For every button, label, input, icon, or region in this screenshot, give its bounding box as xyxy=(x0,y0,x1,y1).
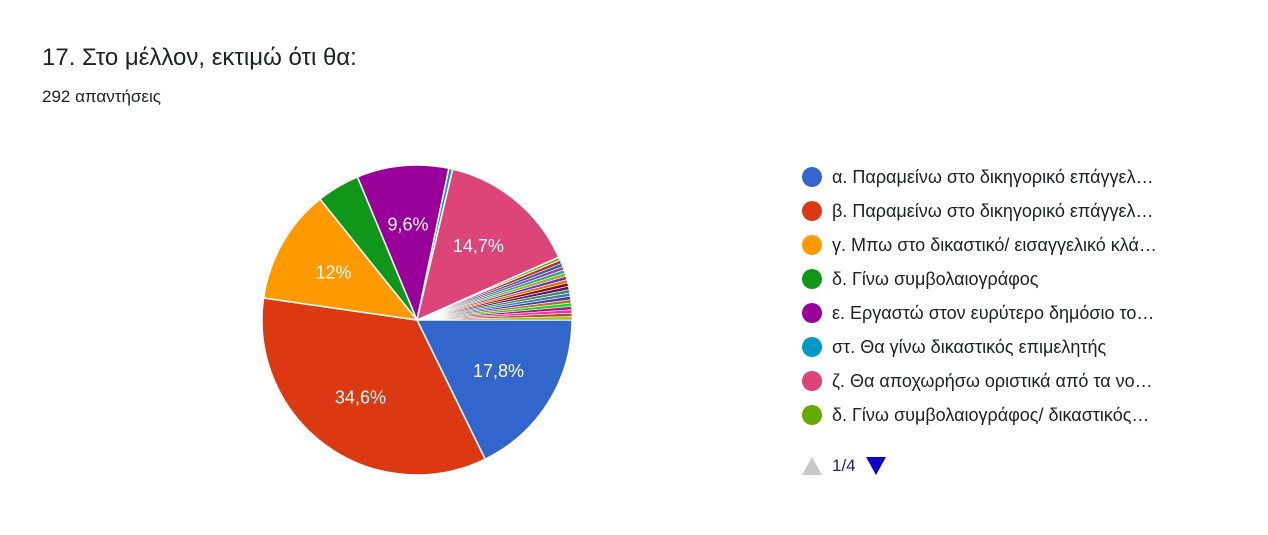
legend-label: β. Παραμείνω στο δικηγορικό επάγγελ… xyxy=(832,200,1154,221)
pie-slice-label-0: 17,8% xyxy=(473,361,524,381)
legend-swatch xyxy=(802,337,822,357)
legend-swatch xyxy=(802,201,822,221)
legend-label: δ. Γίνω συμβολαιογράφος xyxy=(832,268,1039,289)
legend-label: δ. Γίνω συμβολαιογράφος/ δικαστικός… xyxy=(832,404,1150,425)
triangle-up-icon xyxy=(802,457,822,475)
legend-item-0: α. Παραμείνω στο δικηγορικό επάγγελ… xyxy=(802,160,1222,194)
pie-slice-6 xyxy=(415,168,560,322)
pie-slice-label-6: 14,7% xyxy=(453,236,504,256)
question-title: 17. Στο μέλλον, εκτιμώ ότι θα: xyxy=(42,44,357,71)
legend-label: στ. Θα γίνω δικαστικός επιμελητής xyxy=(832,336,1107,357)
pie-slice-label-4: 9,6% xyxy=(388,214,429,234)
legend-label: ζ. Θα αποχωρήσω οριστικά από τα νο… xyxy=(832,370,1153,391)
triangle-down-icon[interactable] xyxy=(865,457,886,475)
legend-swatch xyxy=(802,371,822,391)
legend-item-3: δ. Γίνω συμβολαιογράφος xyxy=(802,262,1222,296)
legend-swatch xyxy=(802,235,822,255)
pie-chart: 17,8% 34,6% 12% 9,6% 14,7% xyxy=(261,164,573,476)
legend-swatch xyxy=(802,303,822,323)
legend-label: ε. Εργαστώ στον ευρύτερο δημόσιο το… xyxy=(832,302,1155,323)
legend-item-1: β. Παραμείνω στο δικηγορικό επάγγελ… xyxy=(802,194,1222,228)
legend-swatch xyxy=(802,269,822,289)
response-count: 292 απαντήσεις xyxy=(42,87,161,106)
chart-legend: α. Παραμείνω στο δικηγορικό επάγγελ… β. Π… xyxy=(802,160,1222,432)
legend-item-5: στ. Θα γίνω δικαστικός επιμελητής xyxy=(802,330,1222,364)
pie-slice-label-2: 12% xyxy=(316,262,352,282)
page-indicator: 1/4 xyxy=(832,456,856,475)
pie-slice-label-1: 34,6% xyxy=(335,388,386,408)
legend-item-4: ε. Εργαστώ στον ευρύτερο δημόσιο το… xyxy=(802,296,1222,330)
legend-pager: 1/4 xyxy=(802,454,886,478)
pie-slice-0 xyxy=(415,319,573,461)
legend-item-7: δ. Γίνω συμβολαιογράφος/ δικαστικός… xyxy=(802,398,1222,432)
pie-slice-2 xyxy=(262,198,419,322)
legend-item-6: ζ. Θα αποχωρήσω οριστικά από τα νο… xyxy=(802,364,1222,398)
pie-slice-1 xyxy=(261,297,487,476)
pie-slice-4 xyxy=(356,164,450,323)
legend-label: γ. Μπω στο δικαστικό/ εισαγγελικό κλά… xyxy=(832,234,1157,255)
legend-item-2: γ. Μπω στο δικαστικό/ εισαγγελικό κλά… xyxy=(802,228,1222,262)
legend-swatch xyxy=(802,167,822,187)
legend-label: α. Παραμείνω στο δικηγορικό επάγγελ… xyxy=(832,166,1154,187)
legend-swatch xyxy=(802,405,822,425)
pie-slice-other xyxy=(416,316,573,321)
